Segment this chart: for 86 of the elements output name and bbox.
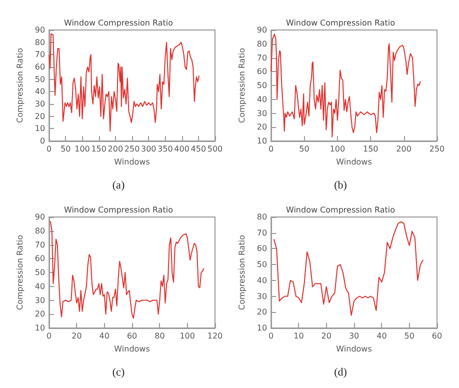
y-tick-label: 30 xyxy=(34,100,46,108)
y-tick-label: 80 xyxy=(256,212,268,222)
x-tick-label: 0 xyxy=(268,144,274,154)
x-tick-label: 50 xyxy=(60,144,71,154)
y-tick-label: 10 xyxy=(256,324,268,332)
line-series xyxy=(270,34,421,138)
x-tick-label: 10 xyxy=(294,332,304,340)
chart-title: Window Compression Ratio xyxy=(286,206,396,214)
x-axis-title: Windows xyxy=(336,157,372,166)
y-tick-label: 50 xyxy=(34,268,46,277)
y-tick-label: 30 xyxy=(256,108,268,118)
y-tick-label: 60 xyxy=(256,244,268,254)
y-axis-title: Compression Ratio xyxy=(16,48,24,123)
y-tick-label: 40 xyxy=(34,282,46,291)
x-tick-label: 60 xyxy=(126,332,138,340)
x-tick-label: 200 xyxy=(396,144,412,154)
chart-title: Window Compression Ratio xyxy=(286,18,396,28)
x-tick-label: 40 xyxy=(376,332,387,340)
text: (b) xyxy=(334,180,348,192)
x-tick-label: 200 xyxy=(108,144,124,154)
y-tick-label: 40 xyxy=(34,87,46,96)
x-tick-label: 30 xyxy=(348,332,360,340)
x-tick-label: 80 xyxy=(154,332,165,340)
y-tick-label: 40 xyxy=(256,94,268,104)
y-axis-title: Compression Ratio xyxy=(16,234,24,310)
y-tick-label: 90 xyxy=(34,26,46,34)
x-tick-label: 450 xyxy=(190,144,206,154)
x-tick-label: 40 xyxy=(99,332,110,340)
y-tick-label: 40 xyxy=(256,276,268,285)
x-tick-label: 100 xyxy=(180,332,195,340)
x-tick-label: 50 xyxy=(404,332,414,340)
y-tick-label: 10 xyxy=(34,324,46,332)
x-tick-label: 0 xyxy=(46,144,52,154)
y-tick-label: 90 xyxy=(256,26,268,34)
y-tick-label: 60 xyxy=(34,254,46,264)
x-tick-label: 60 xyxy=(432,332,442,340)
chart-title: Window Compression Ratio xyxy=(64,206,174,214)
x-tick-label: 350 xyxy=(158,144,173,154)
y-tick-label: 70 xyxy=(34,50,46,60)
chart-title: Window Compression Ratio xyxy=(64,18,174,28)
y-tick-label: 20 xyxy=(256,122,268,132)
x-tick-label: 250 xyxy=(124,144,140,154)
x-tick-label: 100 xyxy=(330,144,346,154)
y-tick-label: 50 xyxy=(34,74,46,84)
y-tick-label: 50 xyxy=(256,260,268,270)
y-tick-label: 10 xyxy=(256,136,268,146)
text: (c) xyxy=(112,366,125,378)
y-tick-label: 20 xyxy=(34,310,46,319)
x-axis-title: Windows xyxy=(114,157,150,166)
y-tick-label: 70 xyxy=(256,53,268,62)
y-tick-label: 90 xyxy=(34,212,46,222)
y-tick-label: 70 xyxy=(34,240,46,250)
line-series xyxy=(50,220,204,319)
y-tick-label: 30 xyxy=(256,292,268,301)
y-tick-label: 60 xyxy=(34,62,46,72)
x-tick-label: 20 xyxy=(72,332,82,340)
y-tick-label: 80 xyxy=(34,226,46,236)
x-tick-label: 20 xyxy=(321,332,332,340)
y-tick-label: 70 xyxy=(256,228,268,238)
x-tick-label: 0 xyxy=(268,332,274,340)
line-series xyxy=(273,221,424,316)
x-tick-label: 300 xyxy=(140,144,156,154)
x-tick-label: 100 xyxy=(74,144,90,154)
y-tick-label: 20 xyxy=(256,308,268,317)
y-tick-label: 30 xyxy=(34,296,46,305)
x-tick-label: 0 xyxy=(46,332,52,340)
x-axis-title: Windows xyxy=(336,344,372,354)
y-tick-label: 0 xyxy=(40,136,46,146)
y-tick-label: 20 xyxy=(34,112,46,121)
x-tick-label: 150 xyxy=(91,144,106,154)
x-tick-label: 500 xyxy=(207,144,223,154)
y-axis-title: Compression Ratio xyxy=(238,234,246,310)
y-tick-label: 50 xyxy=(256,81,268,90)
x-axis-title: Windows xyxy=(114,344,150,354)
x-tick-label: 150 xyxy=(362,144,378,154)
y-tick-label: 10 xyxy=(34,124,46,134)
x-tick-label: 250 xyxy=(429,144,445,154)
y-tick-label: 60 xyxy=(256,67,268,76)
y-tick-label: 80 xyxy=(256,39,268,48)
y-tick-label: 80 xyxy=(34,38,46,47)
text: (a) xyxy=(112,180,125,192)
x-tick-label: 120 xyxy=(207,332,223,340)
text: (d) xyxy=(334,366,348,378)
y-axis-title: Compression Ratio xyxy=(238,48,246,123)
x-tick-label: 50 xyxy=(299,144,310,154)
x-tick-label: 400 xyxy=(174,144,190,154)
